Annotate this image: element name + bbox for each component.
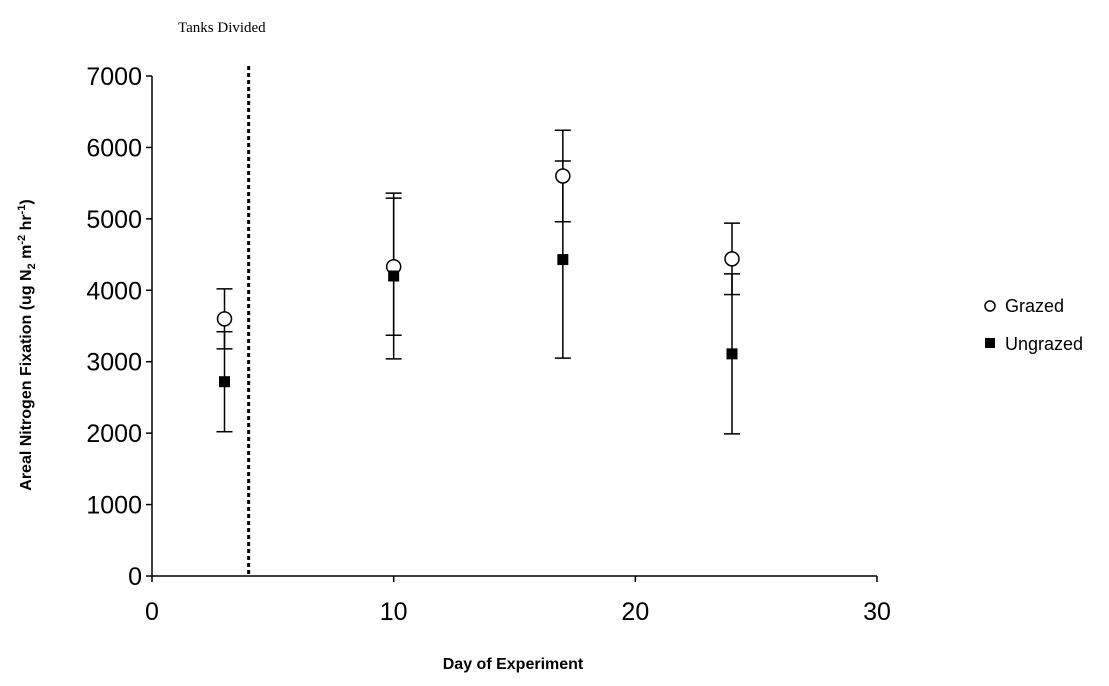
x-tick-label: 20 [621, 598, 649, 626]
point-ungrazed [557, 254, 569, 266]
error-bars [216, 129, 740, 435]
y-axis-title: Areal Nitrogen Fixation (ug N2 m-2 hr-1) [16, 199, 38, 490]
axes [151, 76, 877, 577]
point-grazed [555, 168, 571, 184]
data-markers [216, 168, 740, 388]
point-ungrazed [726, 348, 738, 360]
y-tick-label: 7000 [86, 63, 142, 91]
y-tick-label: 5000 [86, 206, 142, 234]
legend-marker-ungrazed [985, 338, 995, 348]
y-tick-label: 3000 [86, 349, 142, 377]
y-title-mid2: hr [18, 214, 35, 234]
x-ticks: 0 10 20 30 [145, 576, 891, 626]
x-axis-title: Day of Experiment [443, 656, 584, 673]
y-title-base: Areal Nitrogen Fixation (ug N [18, 269, 35, 490]
legend-label-grazed: Grazed [1005, 296, 1064, 316]
y-tick-label: 6000 [86, 134, 142, 162]
annotation-text: Tanks Divided [178, 20, 266, 36]
y-title-sub: 2 [26, 263, 38, 269]
y-title-end: ) [18, 199, 35, 204]
y-title-sup1: -2 [16, 235, 28, 245]
point-grazed [216, 311, 233, 327]
x-tick-label: 10 [380, 598, 408, 626]
y-tick-label: 2000 [86, 420, 142, 448]
y-tick-label: 0 [128, 563, 142, 591]
point-ungrazed [219, 376, 230, 388]
y-title-mid1: m [18, 245, 35, 264]
legend: Grazed Ungrazed [984, 296, 1083, 354]
legend-marker-grazed [984, 300, 996, 312]
y-tick-label: 1000 [86, 492, 142, 520]
y-tick-label: 4000 [86, 277, 142, 305]
legend-label-ungrazed: Ungrazed [1005, 334, 1083, 354]
point-ungrazed [388, 270, 400, 282]
y-ticks: 0 1000 2000 3000 4000 5000 6000 7000 [86, 63, 152, 591]
x-tick-label: 0 [145, 598, 159, 626]
y-title-sup2: -1 [16, 205, 28, 215]
x-tick-label: 30 [863, 598, 891, 626]
point-grazed [724, 251, 740, 267]
